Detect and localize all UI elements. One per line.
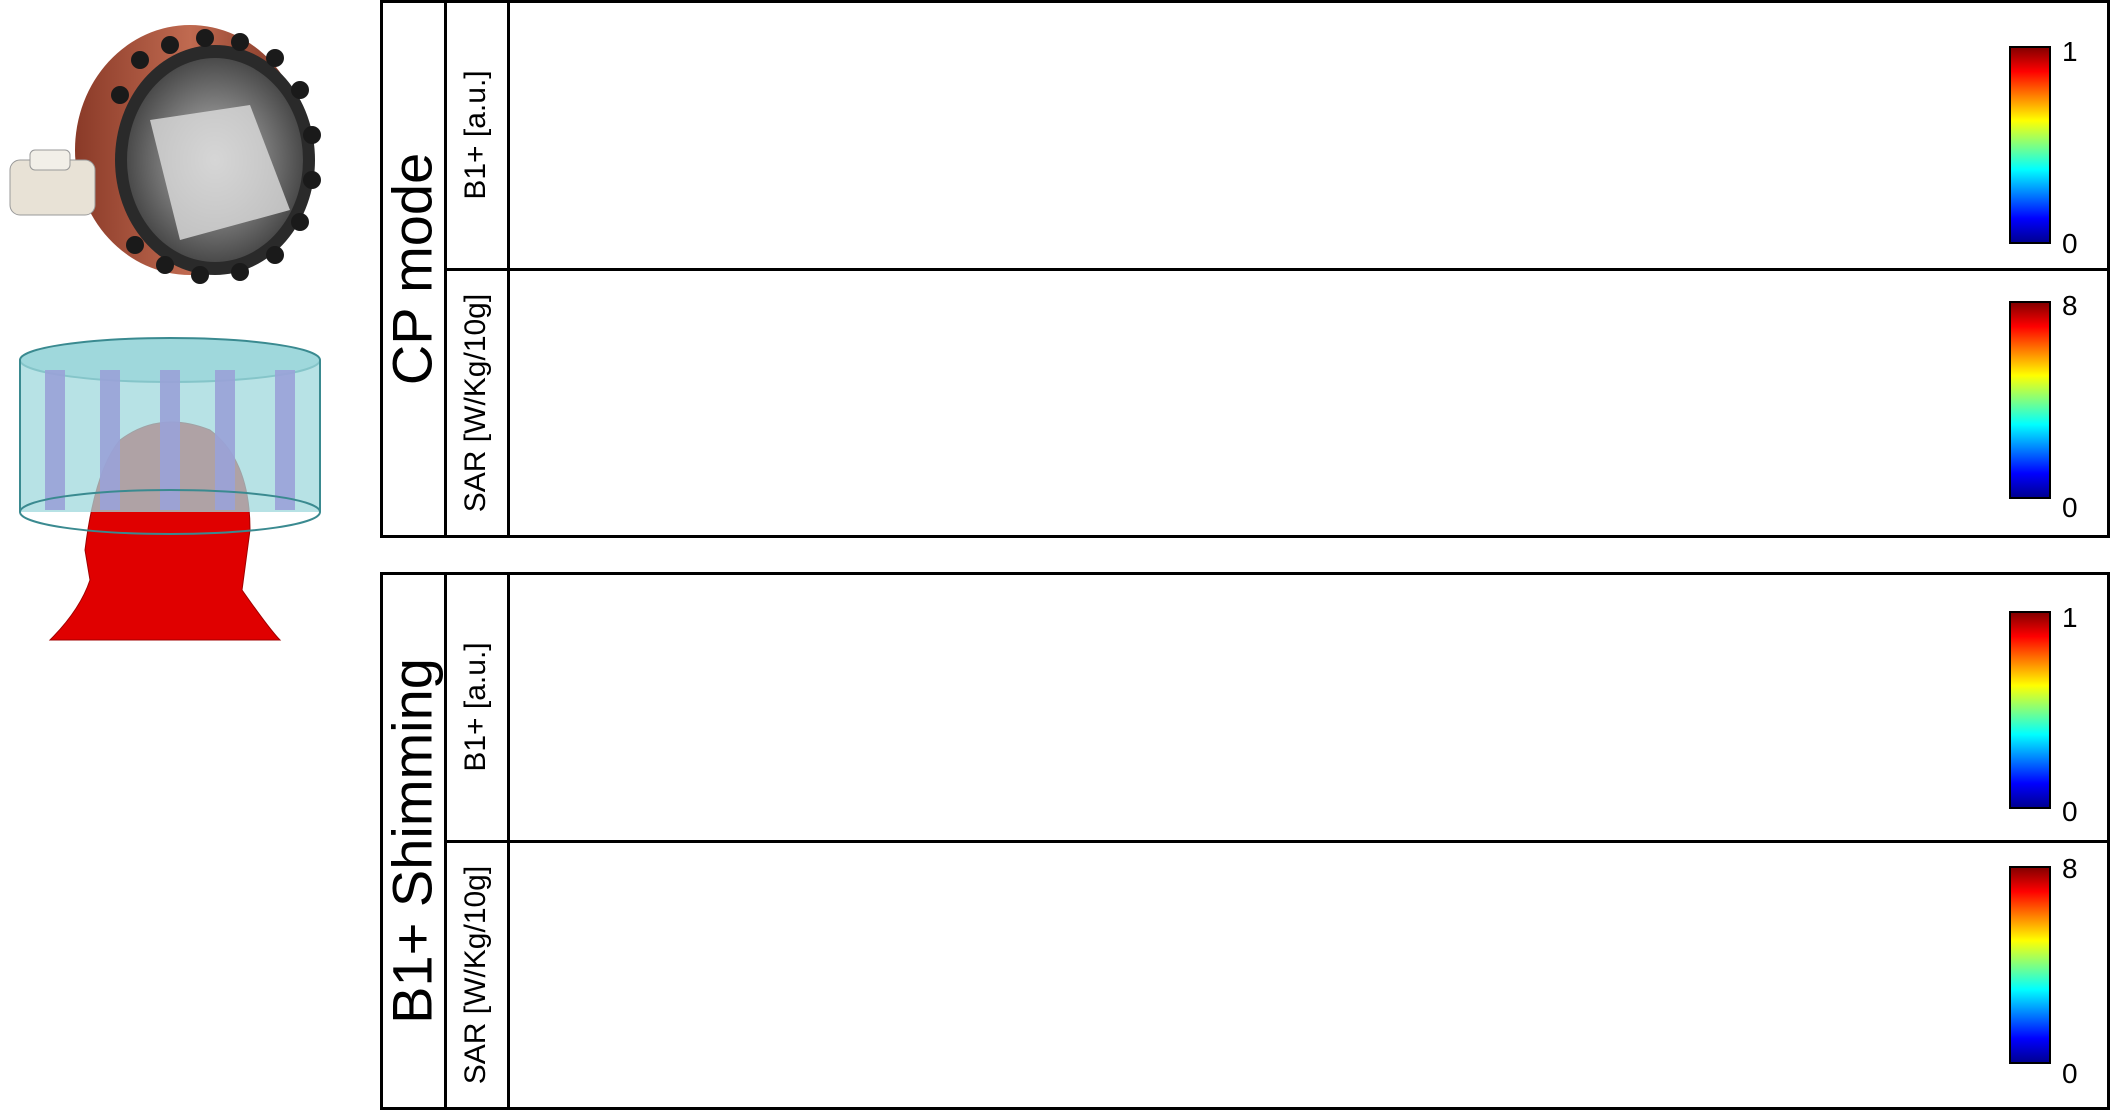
row-label-b1: B1+ [a.u.] — [459, 642, 492, 772]
colorbar-min-label: 0 — [2062, 492, 2078, 523]
colorbar-max-label: 1 — [2062, 602, 2078, 633]
colorbar-max-label: 8 — [2062, 853, 2078, 884]
group-label-b1-shimming: B1+ Shimming — [380, 658, 444, 1024]
row-label-b1: B1+ [a.u.] — [459, 70, 492, 200]
group-label-cp-mode: CP mode — [380, 152, 444, 386]
colorbar-min-label: 0 — [2062, 796, 2078, 827]
colorbar-b1-shim — [2009, 611, 2051, 809]
colorbar-sar-cp — [2009, 301, 2051, 499]
colorbar-b1-cp — [2009, 46, 2051, 244]
divider — [444, 840, 2110, 843]
colorbar-min-label: 0 — [2062, 1058, 2078, 1089]
colorbar-min-label: 0 — [2062, 228, 2078, 259]
divider — [444, 268, 2110, 271]
colorbar-max-label: 8 — [2062, 290, 2078, 321]
head-model-with-coil-illustration — [19, 337, 321, 641]
row-label-sar: SAR [W/Kg/10g] — [459, 293, 492, 513]
row-label-sar: SAR [W/Kg/10g] — [459, 865, 492, 1085]
colorbar-max-label: 1 — [2062, 36, 2078, 67]
colorbar-sar-shim — [2009, 866, 2051, 1064]
coil-3d-render — [9, 25, 321, 284]
